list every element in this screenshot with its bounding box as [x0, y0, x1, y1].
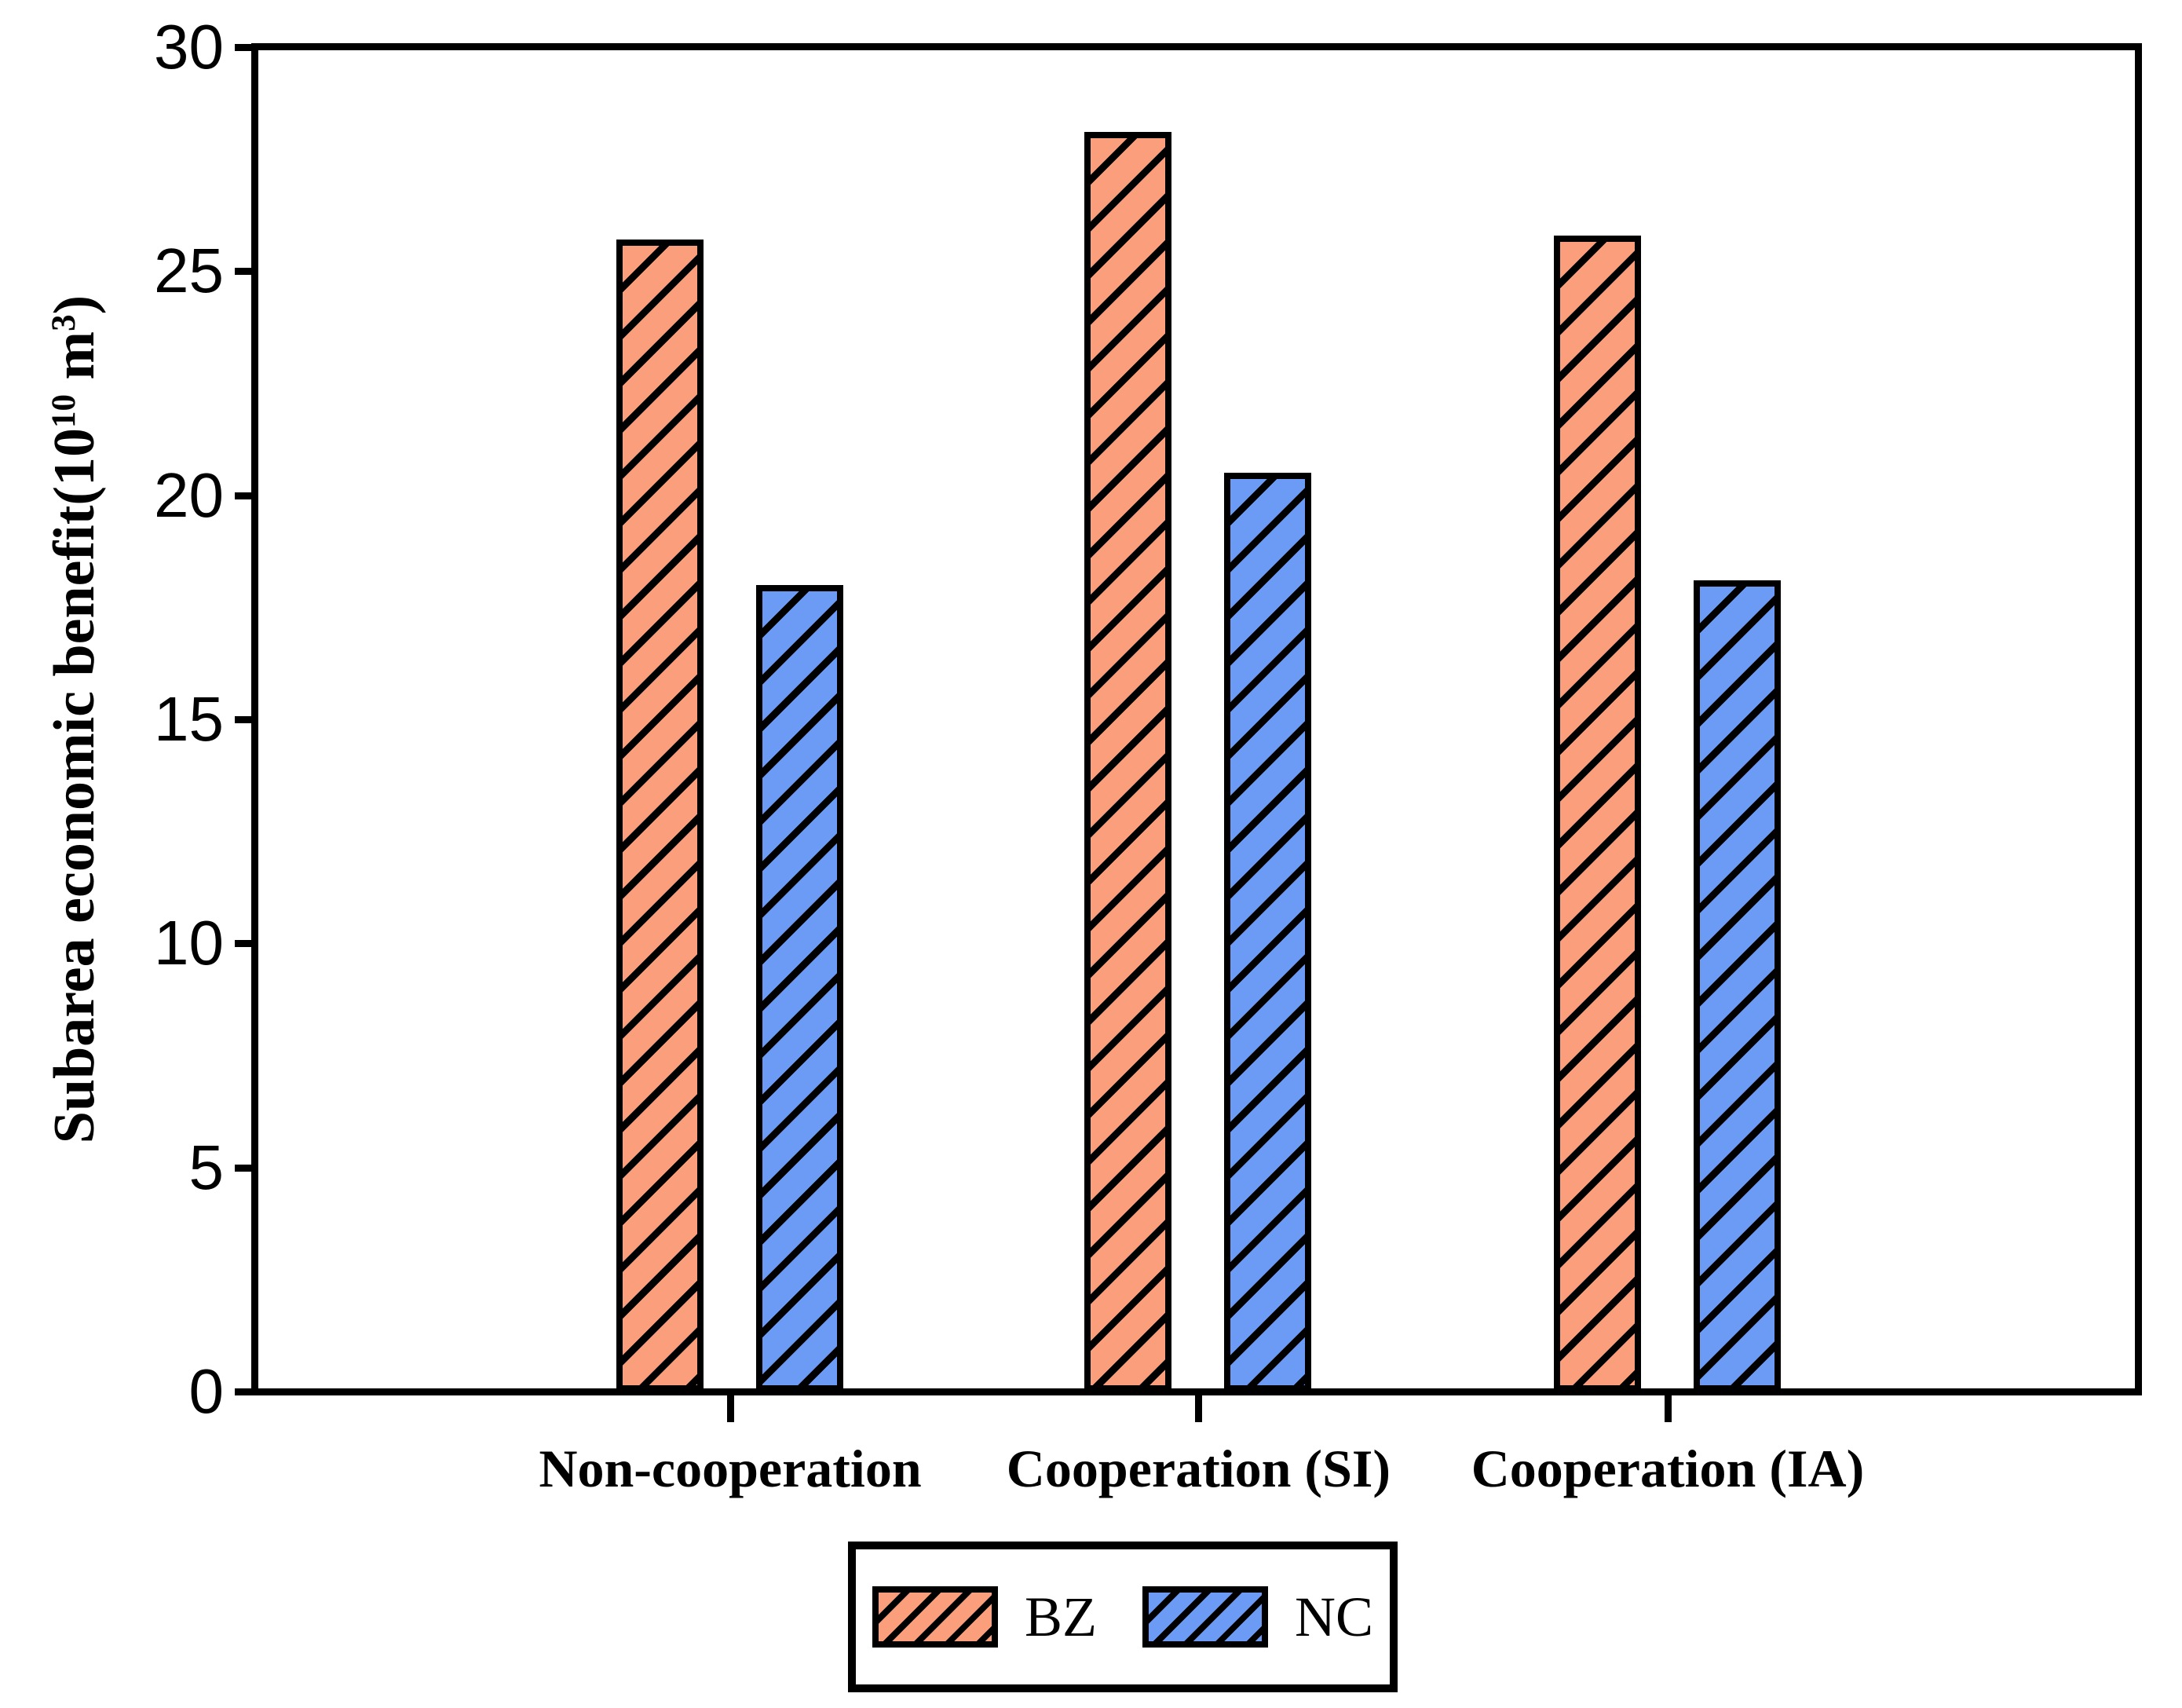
bar-bz-3	[1553, 235, 1641, 1392]
legend-label-nc: NC	[1294, 1585, 1374, 1648]
y-tick-label: 10	[154, 908, 224, 978]
y-tick-label: 15	[154, 684, 224, 754]
bar-nc-1	[756, 584, 843, 1392]
y-tick-mark	[235, 1164, 255, 1172]
x-category-label: Cooperation (IA)	[1471, 1439, 1865, 1498]
y-tick-label: 30	[154, 12, 224, 82]
x-tick-mark	[1195, 1395, 1203, 1422]
x-category-label: Non-cooperation	[539, 1439, 922, 1498]
y-axis-title-unit: m	[42, 331, 107, 395]
y-tick-mark	[235, 716, 255, 723]
x-tick-mark	[727, 1395, 734, 1422]
legend-entry-bz: BZ	[872, 1586, 1097, 1648]
x-tick-mark	[1664, 1395, 1672, 1422]
y-tick-label: 0	[188, 1356, 225, 1426]
legend-swatch-nc	[1142, 1586, 1268, 1648]
y-tick-mark	[235, 492, 255, 499]
y-tick-label: 20	[154, 459, 224, 530]
y-axis-title-superscript-cubed: 3	[46, 314, 83, 331]
y-tick-label: 5	[188, 1132, 225, 1202]
bar-nc-2	[1224, 473, 1312, 1392]
y-tick-mark	[235, 940, 255, 948]
legend-label-bz: BZ	[1024, 1585, 1097, 1648]
bar-nc-3	[1693, 580, 1781, 1392]
bar-bz-2	[1084, 132, 1172, 1392]
y-tick-mark	[235, 44, 255, 51]
legend-swatch-bz	[872, 1586, 998, 1648]
y-tick-mark	[235, 1388, 255, 1395]
y-tick-mark	[235, 268, 255, 276]
bar-bz-1	[616, 240, 704, 1392]
y-axis-title-superscript-exponent: 10	[46, 394, 83, 428]
x-category-label: Cooperation (SI)	[1006, 1439, 1391, 1498]
y-axis-title-text: Subarea economic benefit(10	[42, 427, 107, 1144]
legend: BZ NC	[848, 1542, 1398, 1692]
plot-area	[251, 43, 2142, 1395]
legend-entry-nc: NC	[1142, 1586, 1373, 1648]
y-tick-label: 25	[154, 236, 224, 306]
